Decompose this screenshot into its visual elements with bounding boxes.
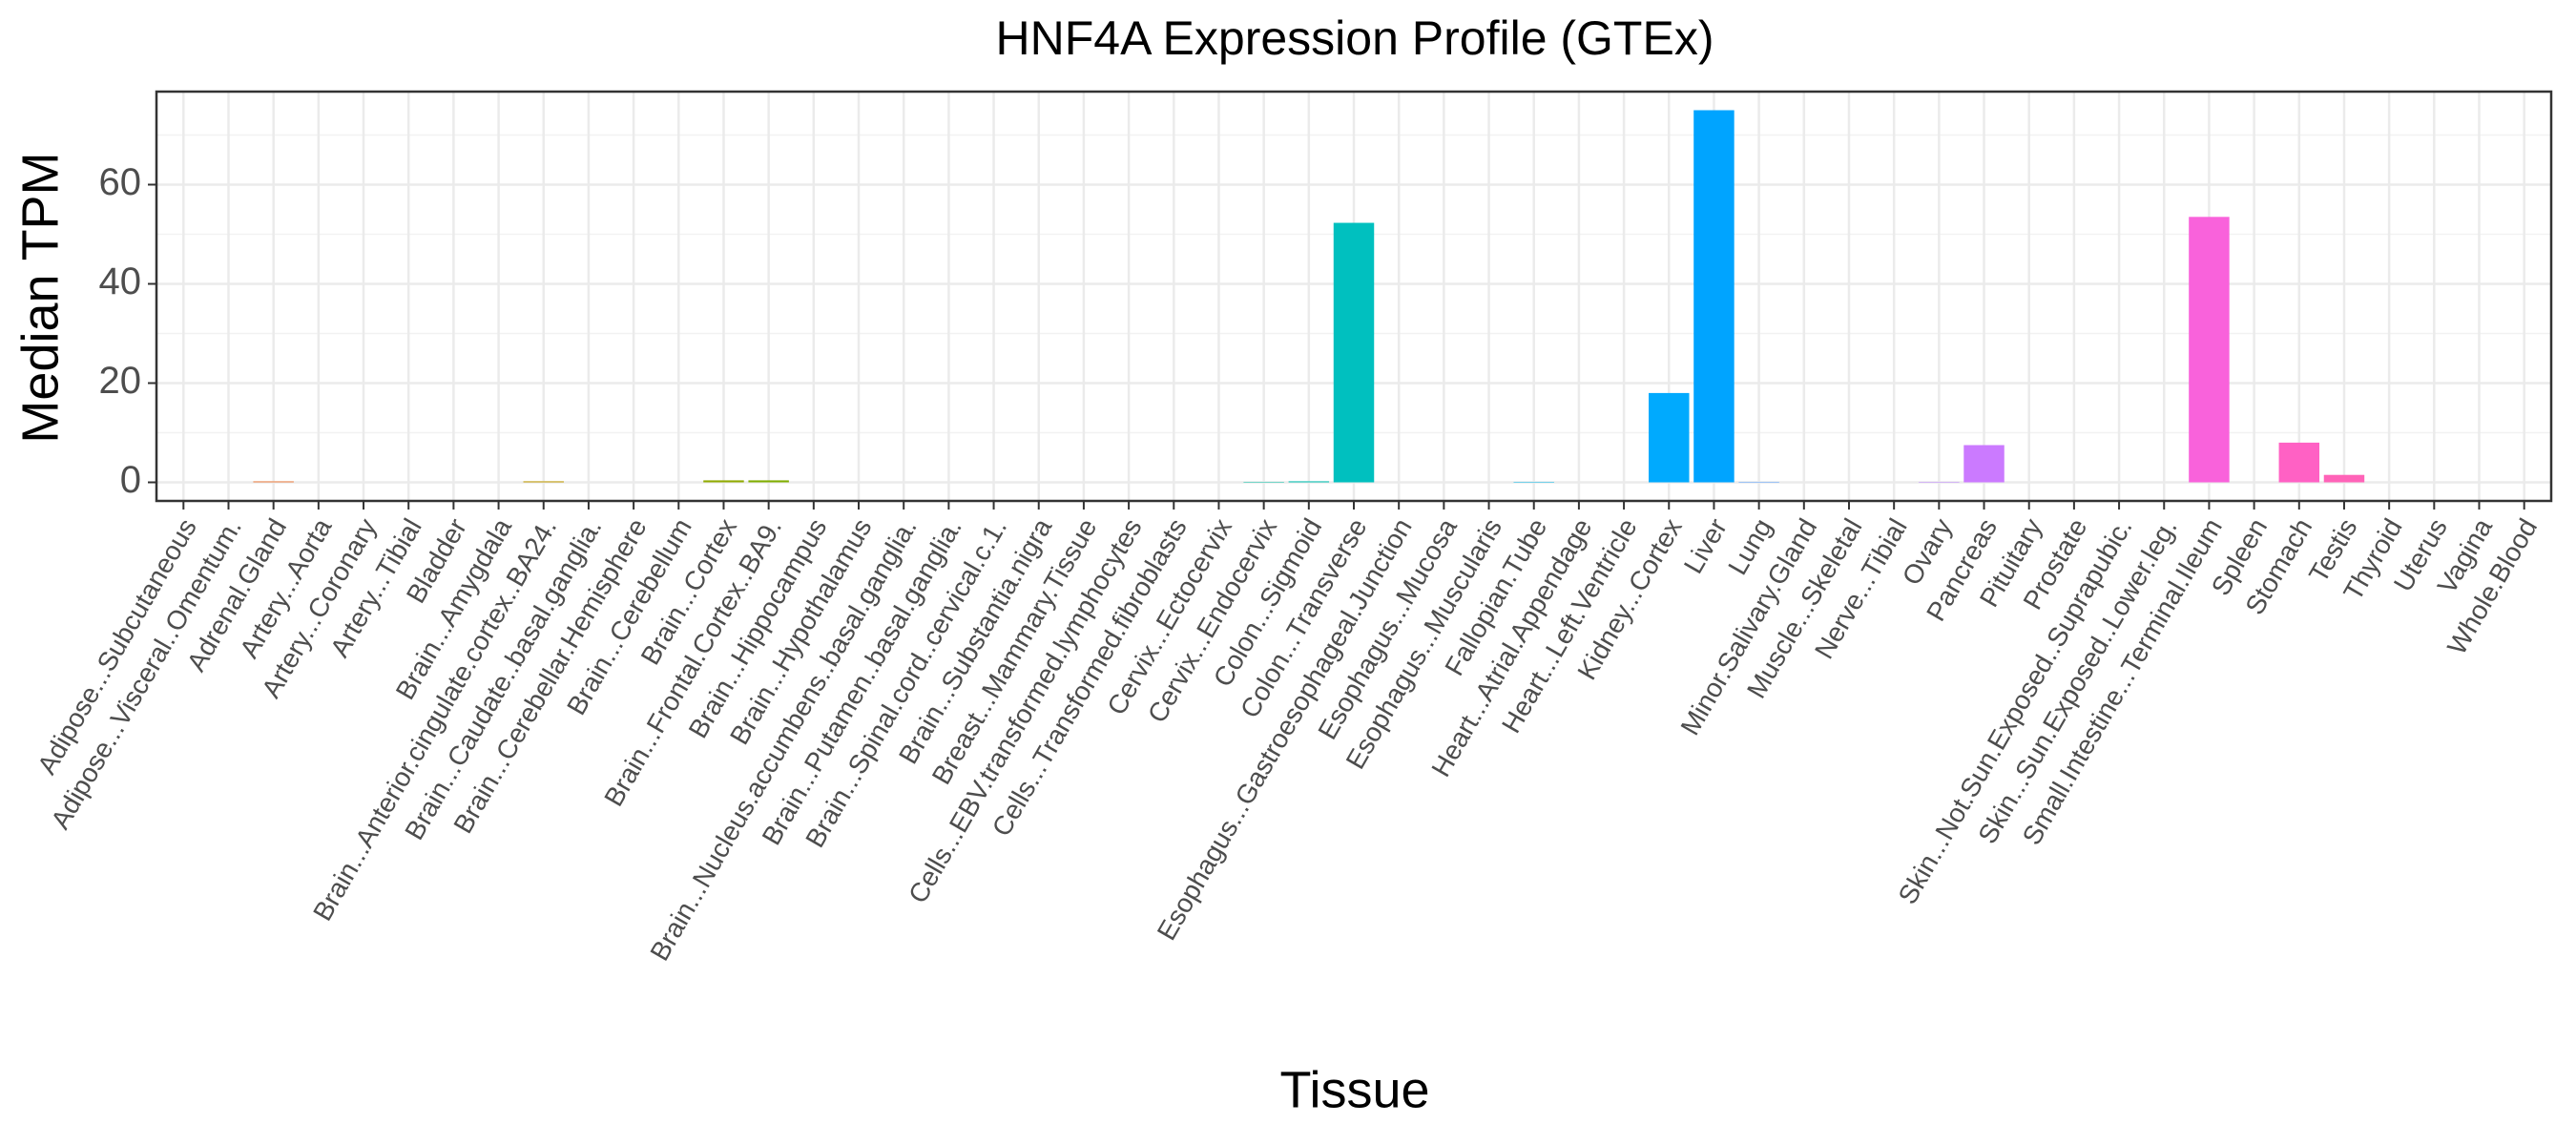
bar: [2189, 217, 2230, 483]
bar: [1693, 110, 1735, 483]
x-tick-label: Adipose...Visceral..Omentum.: [45, 513, 247, 834]
bar: [1738, 481, 1779, 483]
bar: [1243, 481, 1284, 483]
bar: [1919, 481, 1960, 483]
y-tick-label: 40: [99, 260, 142, 302]
bar: [1288, 481, 1330, 483]
bar: [253, 481, 294, 483]
bar: [1963, 445, 2005, 483]
y-tick-label: 60: [99, 161, 142, 203]
y-tick-label: 0: [120, 459, 141, 501]
bar: [703, 480, 744, 483]
bar: [1333, 222, 1375, 483]
bar: [1649, 392, 1690, 483]
y-tick-label: 20: [99, 360, 142, 402]
x-axis-title: Tissue: [1279, 1061, 1429, 1118]
bar: [1513, 481, 1554, 483]
bar: [2278, 442, 2320, 483]
bar: [748, 480, 789, 483]
chart-title: HNF4A Expression Profile (GTEx): [996, 11, 1714, 65]
x-tick-label: Liver: [1678, 513, 1733, 578]
y-axis-title: Median TPM: [11, 152, 69, 443]
bar: [2323, 474, 2365, 483]
bar: [523, 481, 564, 483]
panel-border: [155, 90, 2553, 503]
